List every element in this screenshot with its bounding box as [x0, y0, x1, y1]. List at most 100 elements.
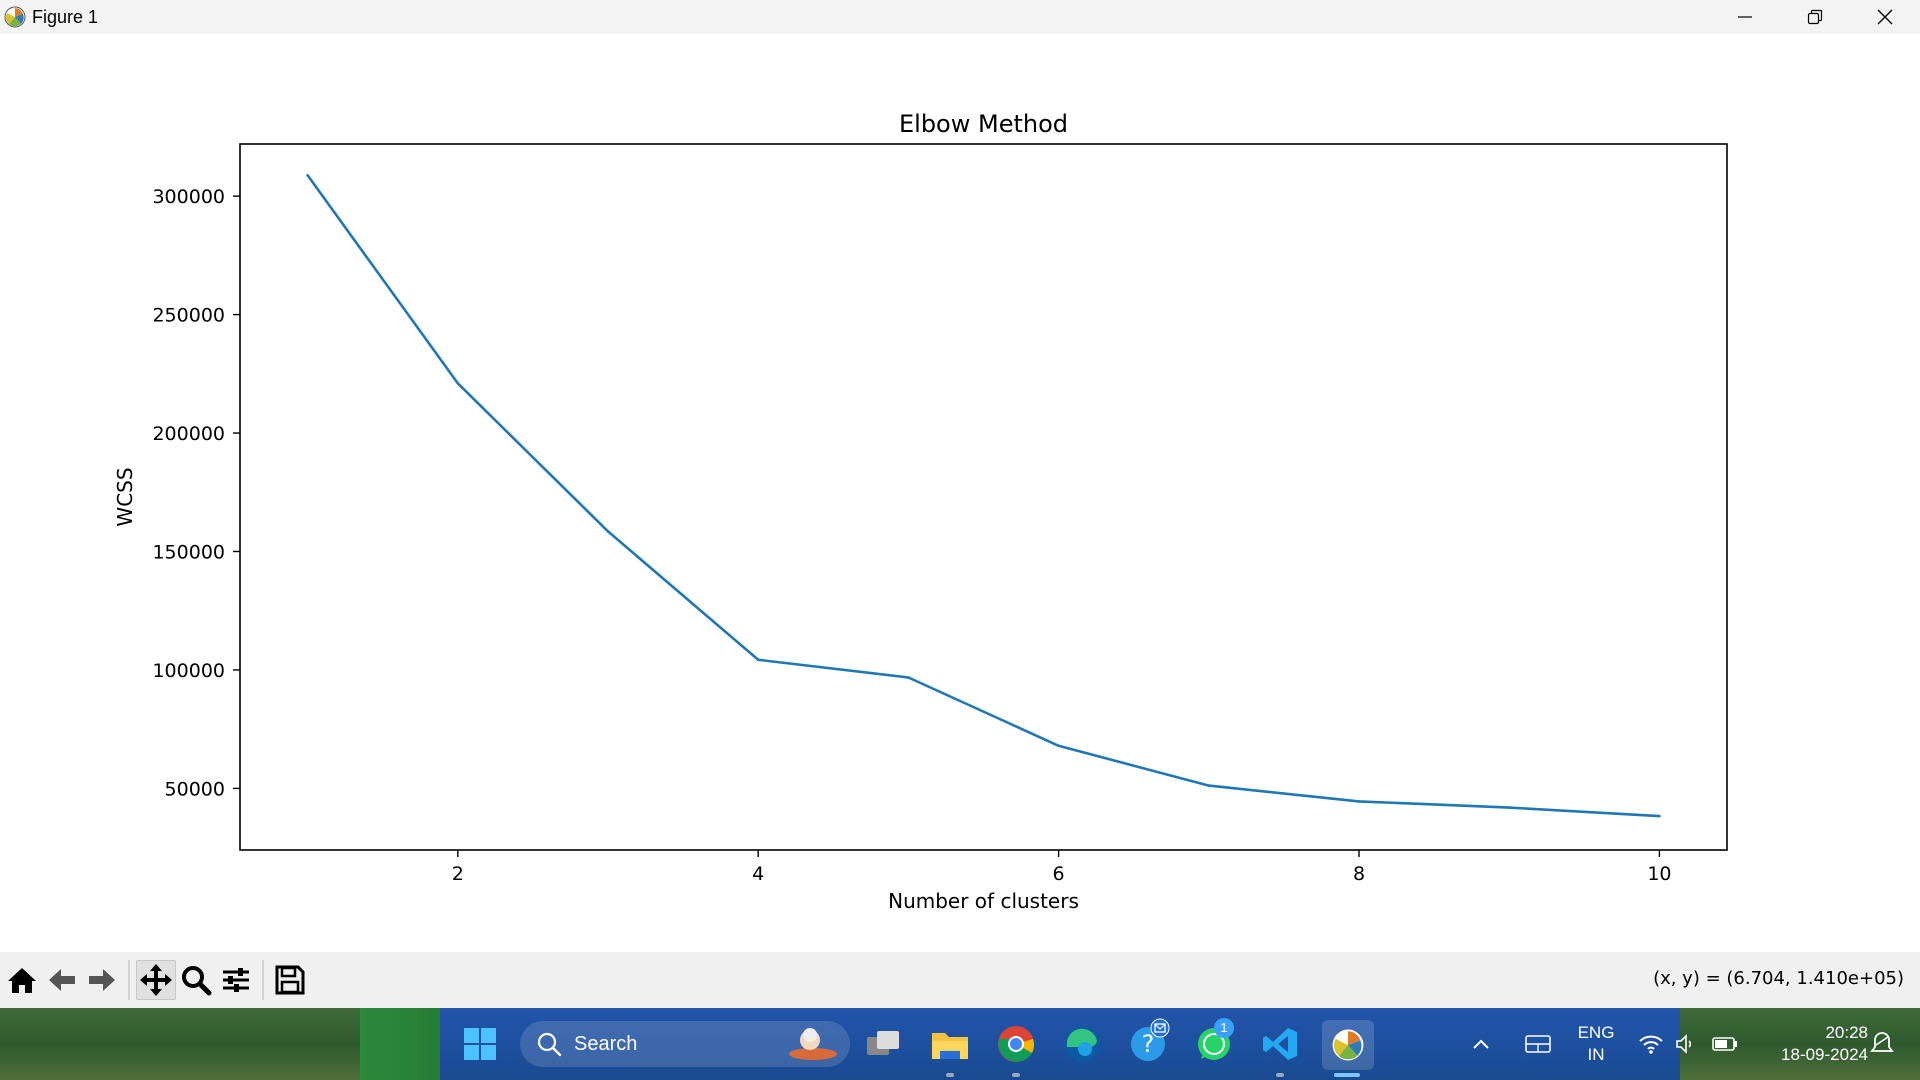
configure-subplots-button[interactable] — [216, 960, 256, 1000]
battery-icon — [1712, 1037, 1737, 1051]
y-axis-label: WCSS — [113, 467, 137, 526]
x-tick-label: 4 — [752, 863, 764, 885]
region-code: IN — [1587, 1045, 1605, 1064]
language-code: ENG — [1577, 1023, 1615, 1042]
back-icon — [49, 969, 75, 991]
window-title: Figure 1 — [32, 6, 99, 27]
toolbar-separator — [262, 960, 264, 1000]
data-point — [456, 381, 460, 385]
data-point — [1507, 806, 1511, 809]
mail-badge-icon — [1150, 1018, 1170, 1038]
network-button[interactable] — [1636, 1020, 1666, 1068]
pan-button[interactable] — [136, 960, 176, 1000]
data-point — [606, 530, 610, 533]
save-icon — [275, 965, 305, 995]
x-axis-label: Number of clusters — [888, 889, 1079, 913]
start-button[interactable] — [456, 1020, 504, 1068]
volume-button[interactable] — [1670, 1020, 1700, 1068]
keyboard-icon — [1525, 1035, 1551, 1053]
plot-frame — [239, 143, 1728, 851]
forward-icon — [89, 969, 115, 991]
y-tick-label: 50000 — [165, 778, 225, 800]
notifications-button[interactable] — [1866, 1020, 1898, 1068]
search-highlight-icon — [789, 1028, 837, 1060]
search-placeholder: Search — [574, 1032, 638, 1055]
svg-text:?: ? — [1142, 1030, 1155, 1058]
show-hidden-icons-button[interactable] — [1466, 1020, 1496, 1068]
restore-icon — [1807, 9, 1823, 25]
wallpaper-region — [440, 1008, 1680, 1080]
vscode-icon — [1263, 1028, 1297, 1060]
home-icon — [8, 968, 36, 993]
windows-start-icon — [464, 1028, 496, 1060]
y-tick-label: 300000 — [152, 186, 225, 208]
file-explorer-button[interactable] — [926, 1020, 974, 1068]
notification-bell-icon — [1870, 1032, 1894, 1052]
window-titlebar: Figure 1 — [0, 0, 1920, 34]
notification-badge: 1 — [1214, 1018, 1234, 1038]
data-point — [907, 676, 910, 679]
chrome-button[interactable] — [992, 1020, 1040, 1068]
vscode-button[interactable] — [1256, 1020, 1304, 1068]
pan-icon — [140, 964, 172, 996]
touch-keyboard-button[interactable] — [1522, 1020, 1554, 1068]
running-indicator — [1276, 1073, 1284, 1077]
wifi-icon — [1639, 1035, 1663, 1054]
folder-icon — [932, 1033, 968, 1059]
get-help-button[interactable]: ? — [1124, 1018, 1172, 1068]
y-tick-label: 250000 — [152, 305, 225, 327]
matplotlib-logo-icon — [4, 6, 26, 28]
matplotlib-logo-icon — [1332, 1029, 1364, 1061]
running-indicator — [1012, 1073, 1020, 1077]
windows-taskbar: Search — [0, 1008, 1920, 1080]
chrome-icon — [998, 1026, 1034, 1062]
taskbar-search[interactable]: Search — [520, 1021, 850, 1067]
zoom-icon — [182, 966, 212, 996]
cursor-coordinates: (x, y) = (6.704, 1.410e+05) — [1653, 968, 1904, 989]
back-button[interactable] — [42, 960, 82, 1000]
data-point — [1357, 800, 1361, 803]
restore-button[interactable] — [1780, 0, 1850, 34]
whatsapp-button[interactable]: 1 — [1190, 1018, 1238, 1068]
x-tick-label: 2 — [452, 863, 464, 885]
minimize-icon — [1738, 16, 1752, 18]
close-icon — [1877, 9, 1893, 25]
data-point — [1658, 814, 1661, 818]
configure-subplots-icon — [223, 968, 249, 992]
language-indicator[interactable]: ENG IN — [1568, 1022, 1624, 1066]
figure-canvas[interactable]: Elbow Method 2 4 6 8 10 50000 100000 150000 20000… — [0, 34, 1920, 952]
data-point — [756, 658, 760, 662]
clock[interactable]: 20:28 18-09-2024 — [1748, 1022, 1868, 1066]
close-button[interactable] — [1850, 0, 1920, 34]
toolbar-separator — [128, 960, 130, 1000]
x-tick-label: 6 — [1053, 863, 1065, 885]
elbow-chart: Elbow Method 2 4 6 8 10 50000 100000 150000 20000… — [113, 110, 1728, 913]
data-point — [1207, 784, 1211, 787]
running-indicator — [946, 1073, 954, 1077]
search-icon — [537, 1032, 562, 1057]
x-tick-label: 10 — [1647, 863, 1671, 885]
y-tick-label: 200000 — [152, 423, 225, 445]
x-tick-label: 8 — [1353, 863, 1365, 885]
figure-window-button[interactable] — [1322, 1020, 1374, 1070]
minimize-button[interactable] — [1710, 0, 1780, 34]
save-button[interactable] — [270, 960, 310, 1000]
clock-time: 20:28 — [1825, 1023, 1868, 1042]
home-button[interactable] — [2, 960, 42, 1000]
zoom-button[interactable] — [176, 960, 216, 1000]
task-view-button[interactable] — [860, 1020, 908, 1068]
clock-date: 18-09-2024 — [1781, 1045, 1868, 1064]
y-tick-label: 100000 — [152, 660, 225, 682]
forward-button[interactable] — [82, 960, 122, 1000]
active-indicator — [1334, 1073, 1360, 1077]
y-tick-label: 150000 — [152, 541, 225, 563]
data-point — [306, 173, 309, 177]
data-point — [1057, 744, 1060, 748]
navigation-toolbar: (x, y) = (6.704, 1.410e+05) — [0, 952, 1920, 1008]
speaker-icon — [1676, 1034, 1692, 1054]
chevron-up-icon — [1473, 1039, 1489, 1049]
battery-button[interactable] — [1710, 1020, 1740, 1068]
task-view-icon — [867, 1031, 899, 1055]
chart-title: Elbow Method — [899, 110, 1068, 138]
edge-button[interactable] — [1058, 1020, 1106, 1068]
